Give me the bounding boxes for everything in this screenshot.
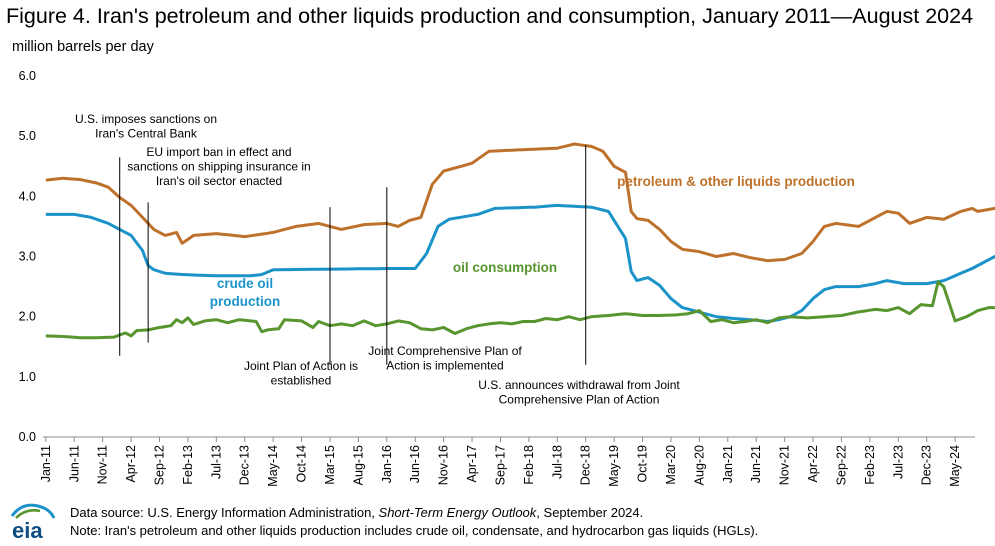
x-tick-label: Feb-18 [522,445,536,485]
x-tick-label: Jan-11 [39,445,53,482]
data-source-title: Short-Term Energy Outlook [378,505,537,520]
x-tick-label: Sep-17 [493,445,507,485]
production-line [45,142,995,263]
x-tick-label: Dec-13 [238,445,252,485]
x-tick-label: Jul-13 [209,445,223,479]
crude-oil-line [45,203,995,323]
y-tick-label: 5.0 [19,129,36,143]
annotation-us-withdrawal-jcpoa-text: U.S. announces withdrawal from Joint Comp… [478,378,680,407]
x-tick-label: May-24 [948,445,962,487]
x-tick-label: Aug-15 [351,445,365,485]
data-source: Data source: U.S. Energy Information Adm… [70,505,643,520]
y-tick-label: 6.0 [19,69,36,83]
x-tick-label: Sep-12 [153,445,167,485]
x-tick-label: Feb-13 [181,445,195,485]
y-axis-unit-label: million barrels per day [12,39,154,55]
x-tick-label: May-19 [607,445,621,487]
chart-note: Note: Iran's petroleum and other liquids… [70,523,759,538]
data-source-suffix: , September 2024. [536,505,644,520]
y-tick-label: 2.0 [19,310,36,324]
x-tick-label: Mar-15 [323,445,337,485]
x-tick-label: Jun-21 [749,445,763,483]
x-tick-label: Aug-20 [692,445,706,485]
production-series-label: petroleum & other liquids production [617,174,855,189]
y-tick-label: 0.0 [19,430,36,444]
crude-oil-series-label: crude oil production [210,276,281,309]
x-tick-label: Oct-14 [295,445,309,483]
x-tick-label: Sep-22 [834,445,848,485]
x-tick-label: Jun-16 [408,445,422,483]
y-tick-label: 4.0 [19,189,36,203]
x-tick-label: Jul-23 [891,445,905,479]
x-tick-label: Jan-21 [721,445,735,483]
x-tick-label: Mar-20 [664,445,678,485]
x-tick-label: Jun-11 [67,445,81,482]
x-tick-label: Apr-17 [465,445,479,483]
x-tick-label: Nov-21 [778,445,792,485]
y-tick-label: 1.0 [19,370,36,384]
consumption-line [45,280,995,340]
x-tick-label: Jul-18 [550,445,564,479]
consumption-series-label: oil consumption [453,260,557,275]
data-source-prefix: Data source: U.S. Energy Information Adm… [70,505,379,520]
y-tick-label: 3.0 [19,250,36,264]
x-tick-label: Nov-16 [437,445,451,485]
eia-logo-text: eia [12,518,43,542]
annotation-us-sanctions-central-bank-text: U.S. imposes sanctions on Iran's Central … [75,112,217,141]
eia-logo: eia [10,503,56,542]
annotation-eu-import-ban-text: EU import ban in effect and sanctions on … [127,145,310,188]
x-tick-label: Apr-12 [124,445,138,483]
x-tick-label: May-14 [266,445,280,487]
x-tick-label: Dec-18 [579,445,593,485]
x-tick-label: Apr-22 [806,445,820,483]
x-tick-label: Feb-23 [863,445,877,485]
x-tick-label: Nov-11 [96,445,110,484]
annotation-jpoa-established-text: Joint Plan of Action is established [244,359,358,388]
x-tick-label: Oct-19 [636,445,650,483]
annotation-jcpoa-implemented-text: Joint Comprehensive Plan of Action is imp… [368,344,522,373]
chart-title: Figure 4. Iran's petroleum and other liq… [6,4,974,28]
x-tick-label: Jan-16 [380,445,394,483]
x-tick-label: Dec-23 [920,445,934,485]
